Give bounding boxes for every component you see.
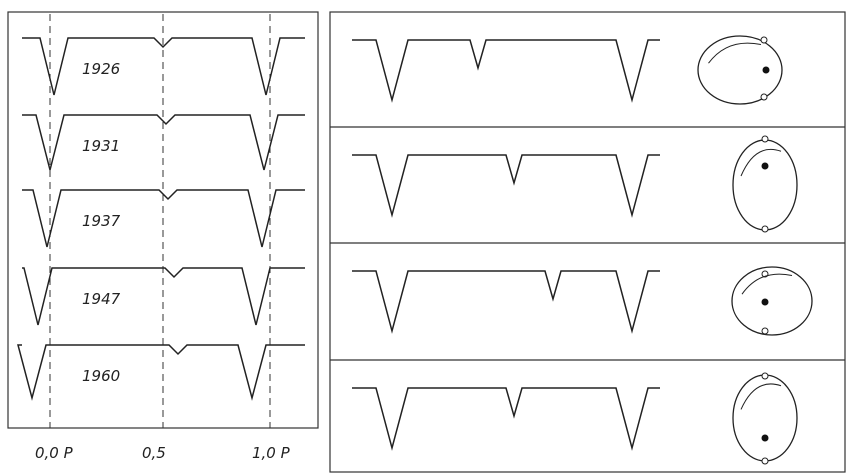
figure: 0,0 P 0,5 1,0 P 1926 1931 1937 1947 1960: [0, 0, 851, 476]
star: [762, 435, 769, 442]
star: [762, 163, 769, 170]
light-curve: [18, 345, 305, 398]
node: [762, 458, 768, 464]
year-label: 1937: [82, 212, 121, 230]
orbit: [732, 267, 812, 335]
node: [761, 94, 767, 100]
orbit-arrow: [741, 384, 781, 409]
year-label: 1931: [82, 137, 120, 155]
light-curve: [352, 40, 660, 100]
axis-label: 0,5: [142, 444, 166, 462]
right-frame: [330, 12, 845, 472]
orbit-arrow: [742, 274, 792, 294]
light-curve: [352, 271, 660, 331]
axis-label: 0,0 P: [35, 444, 74, 462]
light-curve: [352, 388, 660, 448]
node: [762, 226, 768, 232]
light-curve: [352, 155, 660, 215]
node: [761, 37, 767, 43]
orbit-arrow: [741, 149, 781, 176]
star: [762, 299, 769, 306]
orbit: [733, 140, 797, 230]
year-label: 1960: [82, 367, 120, 385]
star: [763, 67, 770, 74]
axis-label: 1,0 P: [252, 444, 291, 462]
year-label: 1947: [82, 290, 121, 308]
orbit-arrow: [709, 43, 762, 63]
node: [762, 136, 768, 142]
node: [762, 328, 768, 334]
year-label: 1926: [82, 60, 120, 78]
node: [762, 373, 768, 379]
orbit: [733, 375, 797, 461]
